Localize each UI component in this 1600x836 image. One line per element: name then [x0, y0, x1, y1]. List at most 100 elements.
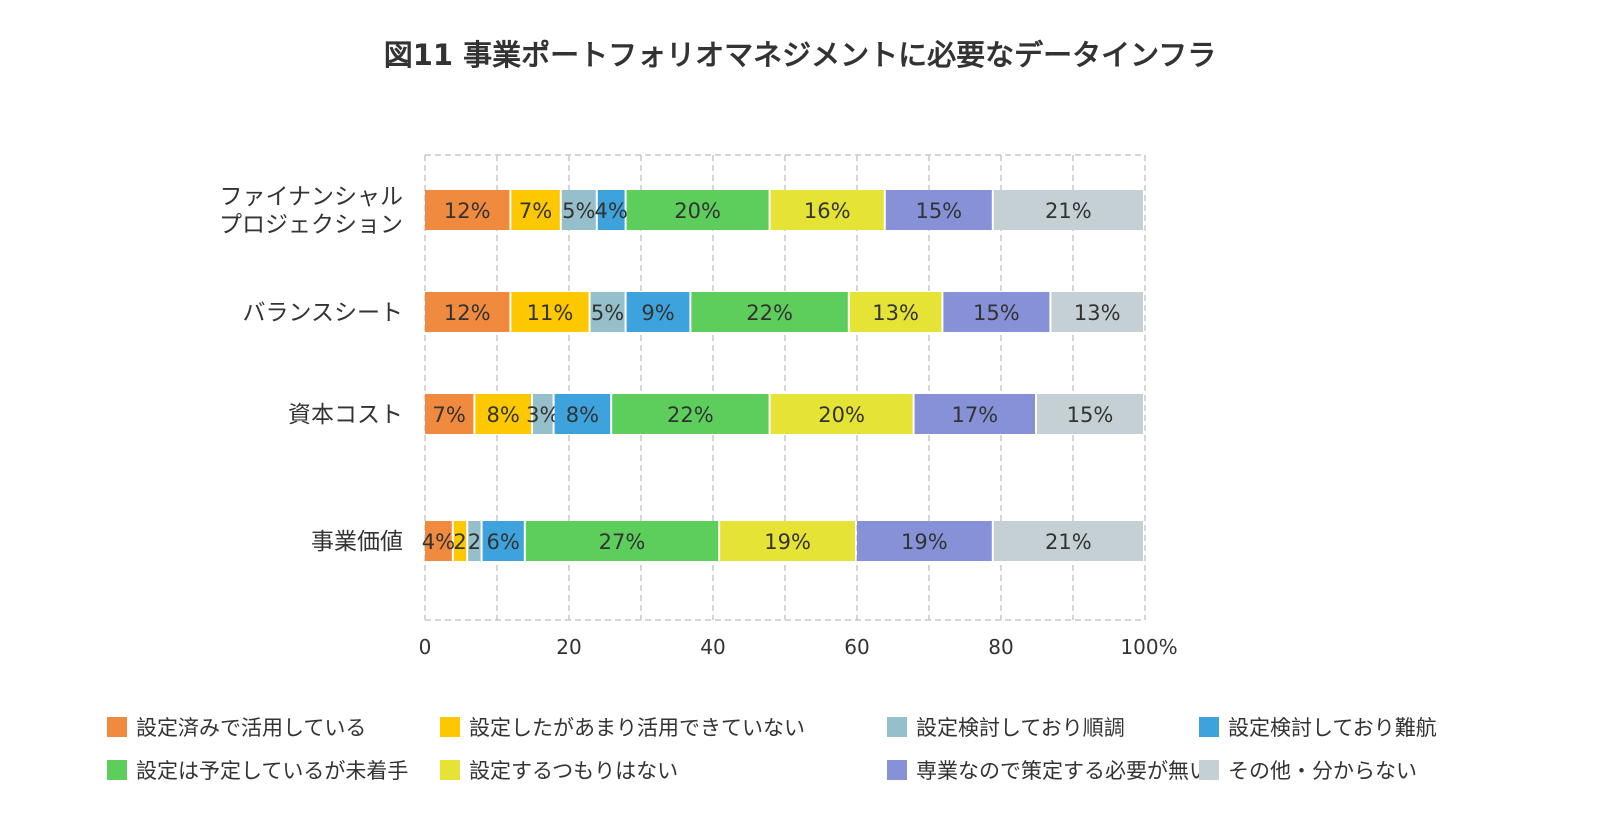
legend-label: 専業なので策定する必要が無い	[916, 759, 1210, 783]
bar-segment	[993, 521, 1143, 561]
data-label: 4%	[595, 199, 628, 223]
x-tick-label: 80	[988, 635, 1013, 659]
category-label: プロジェクション	[219, 212, 403, 238]
legend-swatch	[887, 760, 907, 780]
bar-segment	[1037, 394, 1143, 434]
bar-segment	[533, 394, 553, 434]
bar-segment	[425, 190, 510, 230]
data-label: 19%	[901, 530, 948, 554]
legend-label: 設定は予定しているが未着手	[136, 759, 409, 783]
bar-segment	[1051, 292, 1143, 332]
x-tick-label: 40	[700, 635, 725, 659]
bar-segment	[425, 292, 510, 332]
legend-swatch	[440, 717, 460, 737]
bar-segment	[612, 394, 769, 434]
category-label: 事業価値	[311, 529, 403, 555]
x-tick-label: 20	[556, 635, 581, 659]
data-label: 15%	[915, 199, 962, 223]
data-label: 19%	[764, 530, 811, 554]
bar-segment	[770, 190, 884, 230]
data-label: 5%	[591, 301, 624, 325]
legend-label: 設定済みで活用している	[136, 716, 367, 740]
bar-segment	[691, 292, 848, 332]
data-label: 21%	[1045, 530, 1092, 554]
data-label: 20%	[674, 199, 721, 223]
legend-swatch	[107, 717, 127, 737]
category-label: 資本コスト	[288, 402, 403, 428]
legend-item: その他・分からない	[1199, 755, 1417, 785]
data-label: 13%	[872, 301, 919, 325]
bar-segment	[425, 521, 452, 561]
data-label: 22%	[746, 301, 793, 325]
bar-segment	[468, 521, 481, 561]
data-label: 15%	[973, 301, 1020, 325]
bar-segment	[914, 394, 1035, 434]
bar-segment	[425, 394, 474, 434]
data-label: 8%	[566, 403, 599, 427]
data-label: 7%	[519, 199, 552, 223]
data-label: 9%	[641, 301, 674, 325]
data-label: 15%	[1067, 403, 1114, 427]
bar-segment	[849, 292, 942, 332]
bar-segment	[475, 394, 531, 434]
data-label: 21%	[1045, 199, 1092, 223]
data-label: 3%	[526, 403, 559, 427]
bar-segment	[525, 521, 719, 561]
x-tick-label: 0	[419, 635, 432, 659]
chart-title: 図11 事業ポートフォリオマネジメントに必要なデータインフラ	[383, 38, 1217, 72]
x-tick-label: 60	[844, 635, 869, 659]
bar-segment	[770, 394, 913, 434]
legend-swatch	[107, 760, 127, 780]
data-label: 6%	[487, 530, 520, 554]
bar-segment	[482, 521, 524, 561]
legend-label: 設定検討しており難航	[1228, 716, 1437, 740]
bar-segment	[857, 521, 992, 561]
data-label: 12%	[444, 199, 491, 223]
bar-segment	[626, 190, 769, 230]
bar-segment	[943, 292, 1050, 332]
bar-segment	[626, 292, 690, 332]
legend-swatch	[887, 717, 907, 737]
legend-label: 設定するつもりはない	[469, 759, 679, 783]
bar-segment	[590, 292, 625, 332]
data-label: 2	[468, 530, 481, 554]
legend-item: 設定済みで活用している	[107, 712, 366, 742]
legend-label: 設定検討しており順調	[916, 716, 1125, 740]
legend-item: 設定は予定しているが未着手	[107, 755, 408, 785]
legend-label: 設定したがあまり活用できていない	[469, 716, 805, 740]
data-label: 4%	[422, 530, 455, 554]
legend-label: その他・分からない	[1228, 759, 1417, 783]
bar-segment	[554, 394, 611, 434]
legend-swatch	[440, 760, 460, 780]
data-label: 27%	[599, 530, 646, 554]
data-label: 16%	[804, 199, 851, 223]
x-tick-label: 100%	[1120, 635, 1177, 659]
legend-item: 設定するつもりはない	[440, 755, 678, 785]
data-label: 13%	[1074, 301, 1121, 325]
data-label: 2	[453, 530, 466, 554]
data-label: 8%	[487, 403, 520, 427]
category-label: バランスシート	[242, 300, 403, 326]
category-label: ファイナンシャル	[219, 184, 403, 210]
legend-swatch	[1199, 760, 1219, 780]
bar-segment	[511, 190, 560, 230]
data-label: 22%	[667, 403, 714, 427]
bar-segment	[993, 190, 1143, 230]
data-label: 12%	[444, 301, 491, 325]
data-label: 17%	[951, 403, 998, 427]
legend-item: 設定検討しており順調	[887, 712, 1125, 742]
data-label: 20%	[818, 403, 865, 427]
legend-item: 設定検討しており難航	[1199, 712, 1437, 742]
legend-swatch	[1199, 717, 1219, 737]
bar-segment	[511, 292, 589, 332]
bar-segment	[453, 521, 467, 561]
bar-segment	[885, 190, 992, 230]
legend-item: 設定したがあまり活用できていない	[440, 712, 805, 742]
data-label: 7%	[433, 403, 466, 427]
bar-segment	[720, 521, 855, 561]
data-label: 11%	[527, 301, 574, 325]
legend-item: 専業なので策定する必要が無い	[887, 755, 1210, 785]
bar-segment	[597, 190, 625, 230]
